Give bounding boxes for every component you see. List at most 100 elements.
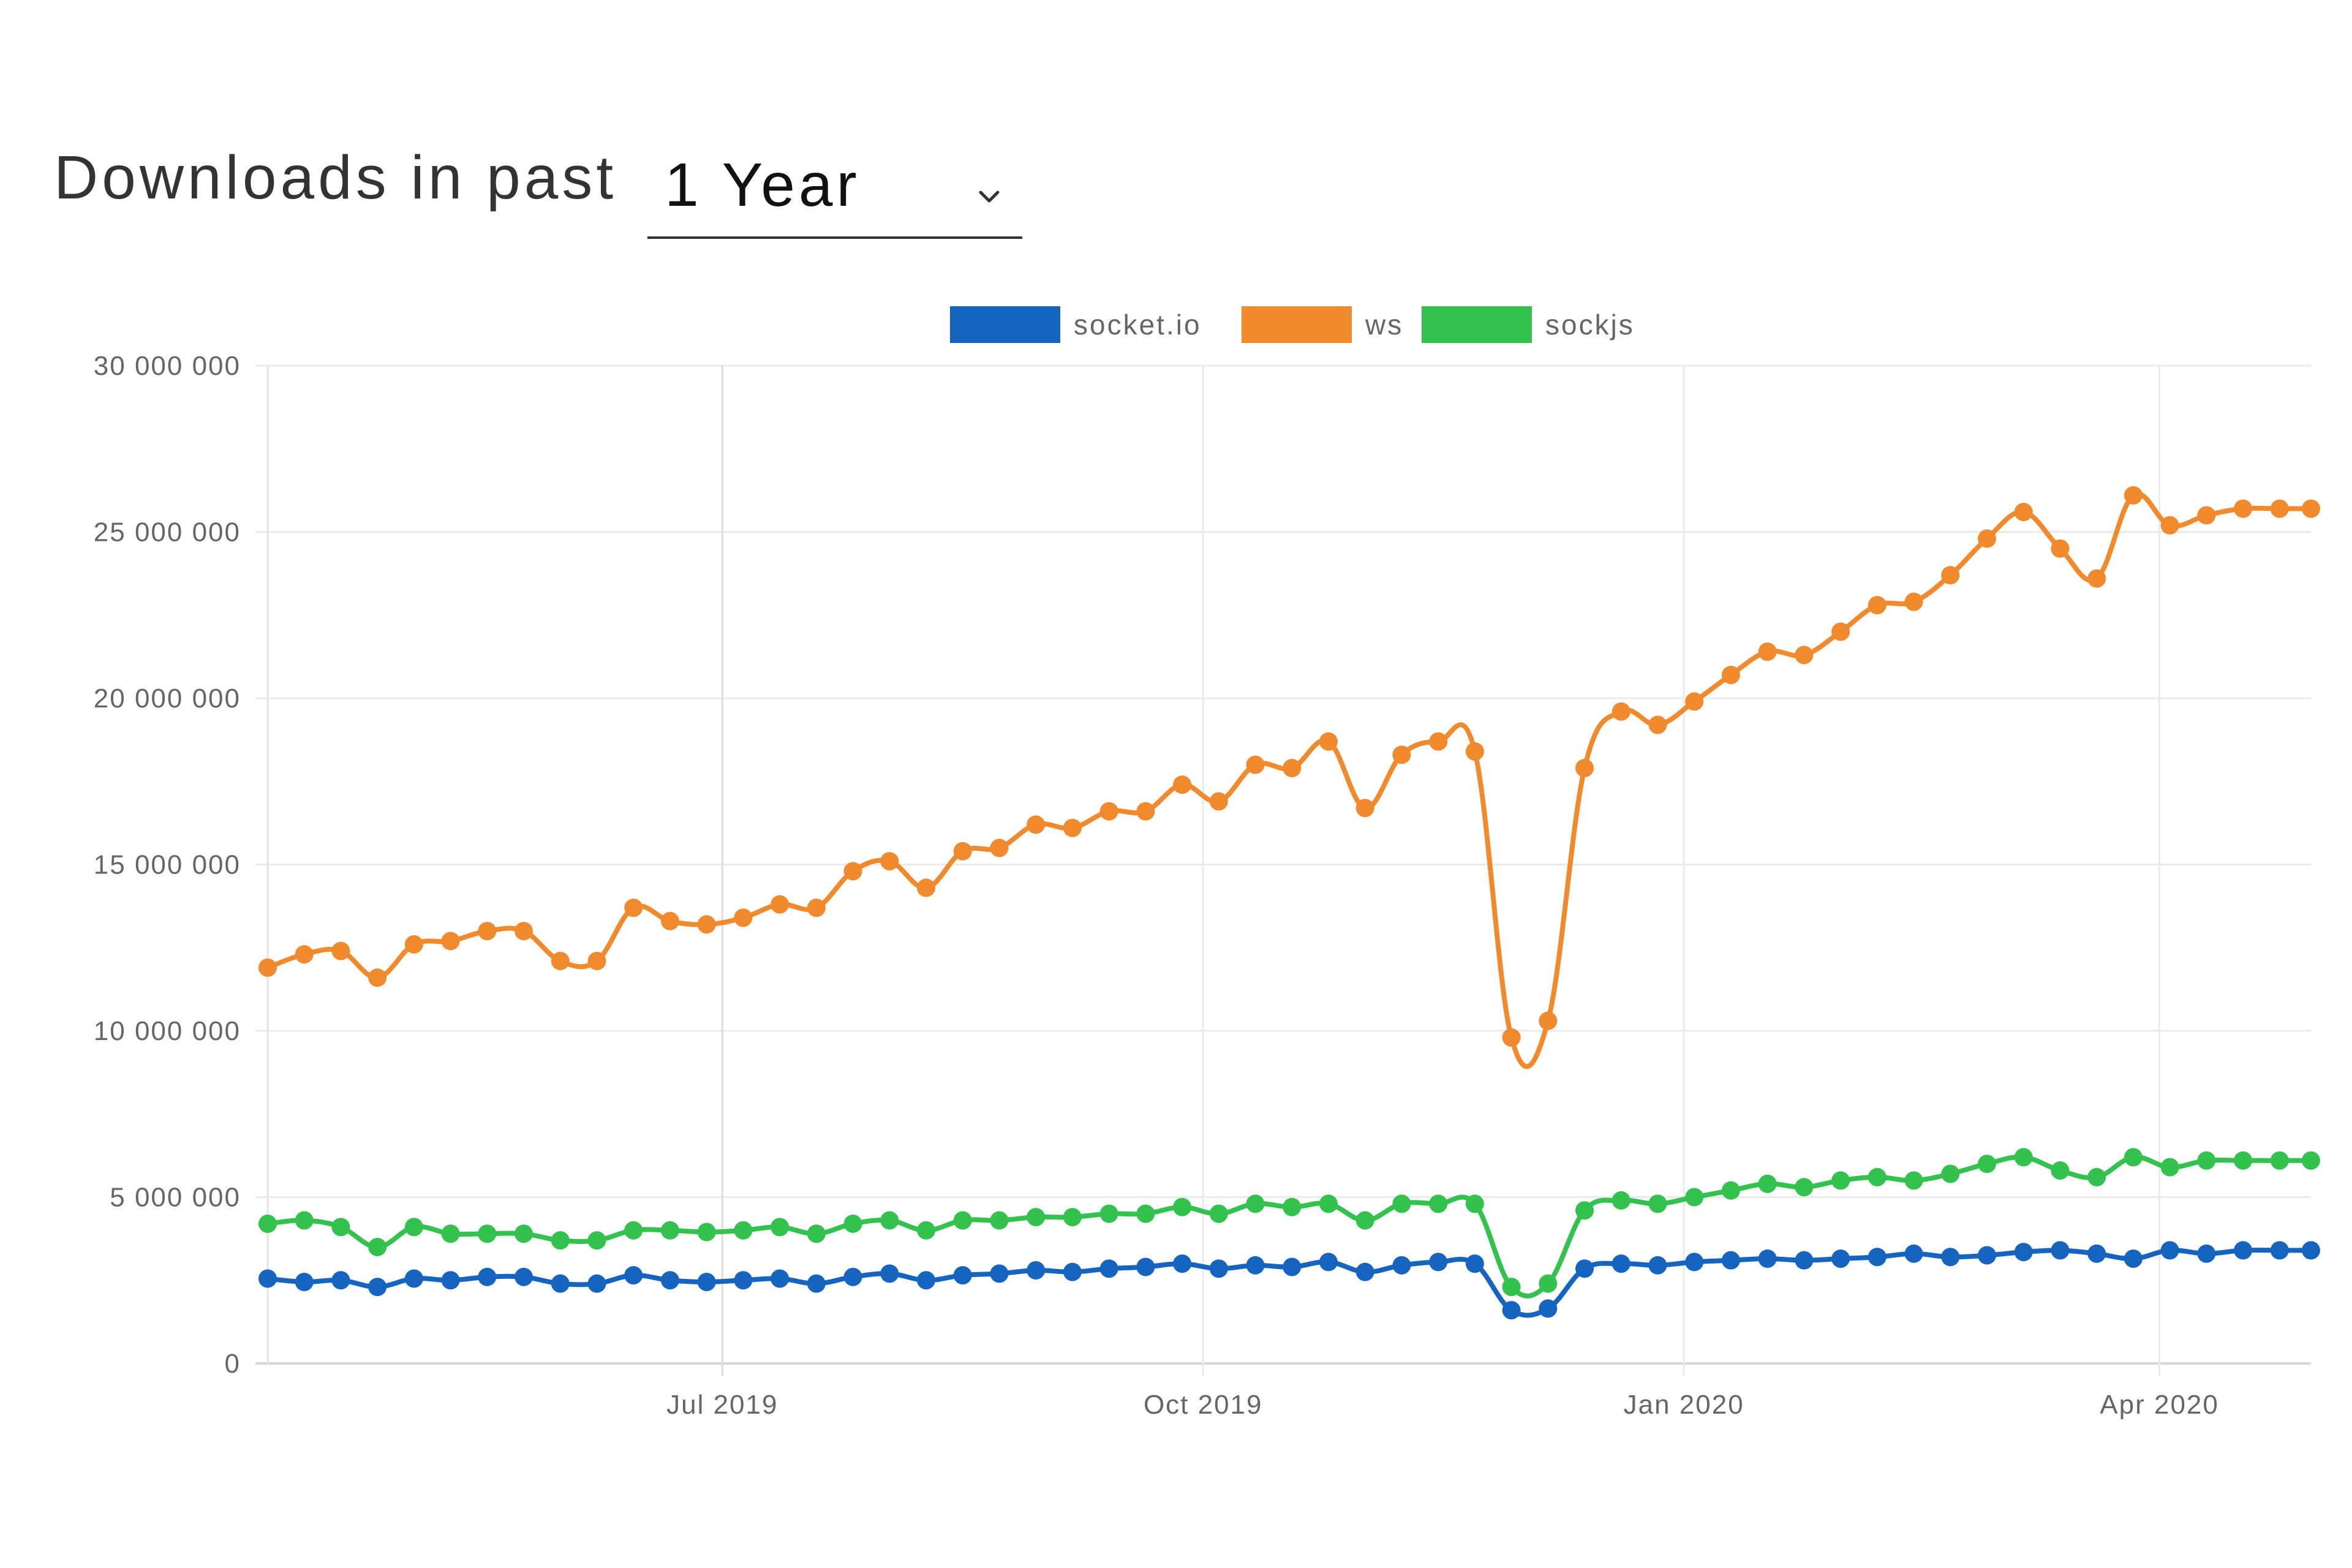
data-point-sockjs (1721, 1181, 1740, 1200)
data-point-sockjs (1283, 1197, 1302, 1216)
data-point-sockjs (1465, 1194, 1484, 1213)
data-point-ws (514, 922, 533, 941)
data-point-socket-io (2234, 1241, 2253, 1260)
data-point-ws (295, 945, 314, 964)
data-point-sockjs (514, 1224, 533, 1243)
data-point-sockjs (2197, 1151, 2216, 1170)
data-point-sockjs (551, 1231, 570, 1250)
data-point-socket-io (1099, 1259, 1118, 1278)
data-point-sockjs (258, 1214, 277, 1233)
data-point-socket-io (843, 1267, 862, 1286)
data-point-socket-io (2270, 1241, 2289, 1260)
data-point-socket-io (295, 1272, 314, 1291)
data-point-sockjs (1136, 1204, 1155, 1223)
data-point-socket-io (1831, 1249, 1850, 1268)
data-point-sockjs (331, 1218, 350, 1237)
data-point-sockjs (1904, 1171, 1923, 1190)
legend-item-sockjs: sockjs (1422, 306, 1635, 343)
data-point-ws (1246, 755, 1265, 774)
data-point-socket-io (990, 1264, 1009, 1283)
data-point-socket-io (1795, 1251, 1814, 1270)
data-point-sockjs (1539, 1274, 1558, 1293)
axis-layer: 0 5 000 000 10 000 000 15 000 000 20 000 000… (94, 351, 2218, 1420)
data-point-socket-io (1904, 1244, 1923, 1263)
data-point-sockjs (1173, 1197, 1192, 1216)
data-point-sockjs (771, 1218, 790, 1237)
data-point-socket-io (1941, 1248, 1960, 1267)
data-point-sockjs (2124, 1148, 2143, 1167)
data-point-ws (587, 951, 606, 970)
data-point-sockjs (1831, 1171, 1850, 1190)
data-point-ws (368, 968, 387, 987)
data-point-ws (1429, 732, 1448, 751)
data-point-socket-io (514, 1267, 533, 1286)
data-point-ws (1758, 642, 1777, 661)
legend-swatch-socket-io (950, 306, 1060, 343)
data-point-socket-io (1209, 1259, 1228, 1278)
data-point-socket-io (1648, 1256, 1667, 1275)
data-point-ws (1355, 799, 1374, 818)
data-point-socket-io (1136, 1257, 1155, 1276)
data-point-sockjs (1319, 1194, 1338, 1213)
x-tick-label: Jul 2019 (666, 1390, 778, 1420)
data-point-socket-io (478, 1267, 497, 1286)
data-point-ws (660, 911, 679, 930)
data-point-ws (1941, 566, 1960, 585)
series-layer (258, 486, 2320, 1320)
data-point-ws (1392, 745, 1411, 764)
data-point-sockjs (880, 1211, 899, 1230)
data-point-sockjs (1685, 1188, 1704, 1207)
data-point-socket-io (1063, 1262, 1082, 1281)
data-point-sockjs (478, 1224, 497, 1243)
data-point-socket-io (1685, 1253, 1704, 1272)
data-point-sockjs (807, 1224, 826, 1243)
data-point-ws (2234, 499, 2253, 518)
data-point-sockjs (1978, 1155, 1997, 1174)
data-point-socket-io (2302, 1241, 2320, 1260)
data-point-socket-io (1392, 1256, 1411, 1275)
data-point-sockjs (2270, 1151, 2289, 1170)
legend: socket.io ws sockjs (950, 306, 1635, 343)
data-point-sockjs (1868, 1167, 1887, 1186)
y-tick-label: 20 000 000 (94, 684, 241, 714)
series-sockjs (258, 1148, 2320, 1298)
data-point-sockjs (1611, 1191, 1630, 1210)
legend-label-socket-io: socket.io (1074, 309, 1202, 341)
data-point-sockjs (1795, 1178, 1814, 1197)
data-point-ws (771, 895, 790, 914)
data-point-socket-io (880, 1264, 899, 1283)
data-point-socket-io (2051, 1241, 2070, 1260)
data-point-ws (1978, 529, 1997, 548)
data-point-socket-io (1173, 1254, 1192, 1273)
data-point-sockjs (1941, 1164, 1960, 1183)
data-point-sockjs (697, 1223, 716, 1242)
data-point-socket-io (1575, 1259, 1594, 1278)
data-point-ws (2270, 499, 2289, 518)
data-point-sockjs (404, 1218, 423, 1237)
data-point-sockjs (368, 1237, 387, 1256)
data-point-sockjs (1648, 1194, 1667, 1213)
data-point-ws (1173, 775, 1192, 794)
legend-label-sockjs: sockjs (1545, 309, 1635, 341)
data-point-socket-io (368, 1278, 387, 1297)
data-point-socket-io (807, 1274, 826, 1293)
data-point-socket-io (2124, 1249, 2143, 1268)
data-point-sockjs (953, 1211, 972, 1230)
period-select[interactable]: 1 Year (647, 147, 1023, 239)
data-point-sockjs (2051, 1161, 2070, 1180)
data-point-ws (2160, 516, 2179, 535)
data-point-socket-io (2087, 1244, 2106, 1263)
data-point-ws (1063, 818, 1082, 837)
data-point-socket-io (1283, 1257, 1302, 1276)
data-point-sockjs (1429, 1194, 1448, 1213)
data-point-sockjs (2302, 1151, 2320, 1170)
y-tick-label: 5 000 000 (110, 1183, 241, 1213)
data-point-ws (807, 899, 826, 918)
legend-item-socket-io: socket.io (950, 306, 1202, 343)
data-point-socket-io (660, 1271, 679, 1290)
data-point-ws (441, 932, 460, 951)
data-point-ws (880, 852, 899, 871)
series-socket-io (258, 1241, 2320, 1320)
data-point-sockjs (843, 1214, 862, 1233)
grid-layer (255, 364, 2311, 1376)
